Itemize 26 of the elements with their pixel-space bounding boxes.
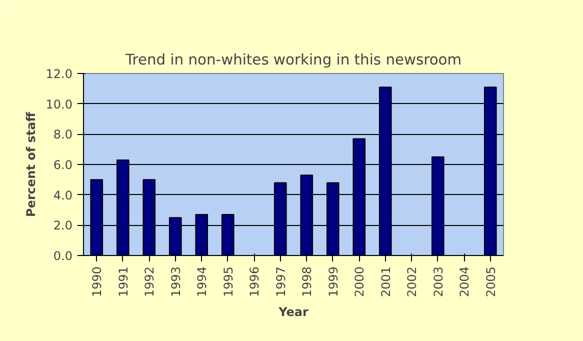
x-tick-label: 1997 [274, 266, 288, 298]
x-tick-label: 1992 [142, 266, 157, 298]
y-tick-label: 4.0 [53, 188, 73, 202]
x-tick-label: 1999 [326, 266, 340, 298]
x-tick-label: 1994 [195, 266, 210, 298]
y-tick-label: 2.0 [53, 218, 73, 233]
chart-title: Trend in non-whites working in this newsroom [124, 52, 462, 68]
x-tick-label: 1995 [221, 266, 236, 298]
y-tick-label: 8.0 [53, 128, 73, 142]
y-tick-label: 6.0 [53, 158, 73, 172]
x-tick-label: 2002 [405, 266, 420, 298]
x-tick-label: 2004 [458, 266, 472, 298]
x-tick-label: 1993 [168, 266, 183, 298]
x-tick-label: 1990 [90, 266, 104, 298]
y-tick-label: 0.0 [53, 249, 73, 263]
y-axis-title: Percent of staff [24, 112, 38, 217]
x-tick-label: 2000 [352, 266, 367, 298]
x-tick-label: 2005 [484, 266, 498, 298]
x-tick-label: 2003 [431, 266, 446, 298]
y-tick-label: 12.0 [46, 67, 72, 81]
x-tick-label: 1991 [116, 266, 130, 298]
x-tick-label: 1998 [300, 266, 314, 298]
x-tick-label: 1996 [248, 266, 262, 298]
x-tick-label: 2001 [378, 266, 393, 298]
x-axis-title: Year [278, 305, 308, 320]
y-tick-label: 10.0 [46, 97, 72, 112]
